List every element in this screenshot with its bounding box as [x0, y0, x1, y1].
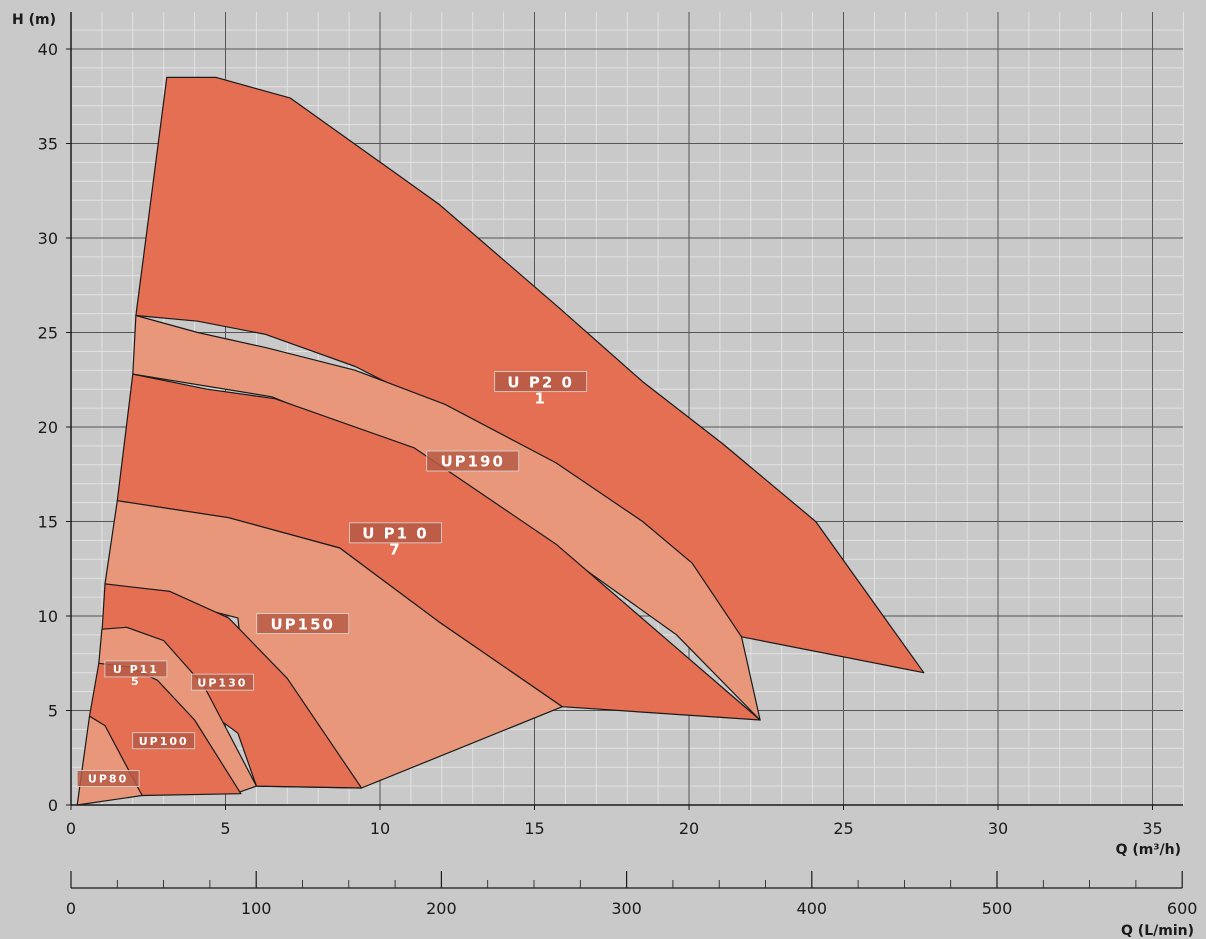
series-label: UP130	[197, 676, 247, 689]
x2-tick-label: 0	[66, 899, 76, 918]
series-label-box	[191, 673, 254, 691]
x-axis-label: Q (m³/h)	[1116, 842, 1181, 858]
y-tick-label: 35	[38, 135, 58, 154]
x2-tick-label: 200	[426, 899, 457, 918]
y-axis-label: H (m)	[12, 12, 56, 28]
x-tick-label: 30	[988, 819, 1008, 838]
series-label-box	[132, 732, 196, 750]
series-label: UP80	[88, 773, 128, 786]
series-label-box	[104, 660, 168, 678]
series-label-box	[426, 450, 520, 472]
x-tick-label: 35	[1142, 819, 1162, 838]
y-tick-label: 10	[38, 607, 58, 626]
series-label: UP150	[271, 615, 336, 633]
y-tick-label: 30	[38, 229, 58, 248]
series-label: U P1 0	[362, 525, 429, 543]
x-axis-secondary-label: Q (L/min)	[1121, 923, 1194, 939]
y-tick-label: 5	[48, 702, 58, 721]
x2-tick-label: 100	[241, 899, 272, 918]
series-label-box	[256, 613, 350, 634]
x-tick-label: 10	[370, 819, 390, 838]
series-label: UP190	[440, 453, 505, 471]
series-label: U P11	[113, 663, 159, 676]
x-tick-label: 5	[220, 819, 230, 838]
y-tick-label: 0	[48, 796, 58, 815]
y-tick-label: 25	[38, 324, 58, 343]
x-tick-label: 20	[679, 819, 699, 838]
x2-tick-label: 300	[611, 899, 642, 918]
series-label: 5	[131, 675, 141, 688]
x2-tick-label: 500	[982, 899, 1013, 918]
series-label-box	[349, 522, 442, 544]
series-label: 1	[534, 389, 546, 407]
series-label: 7	[389, 541, 401, 559]
y-tick-label: 20	[38, 418, 58, 437]
series-label: UP100	[139, 735, 189, 748]
series-label: U P2 0	[507, 373, 574, 391]
x2-tick-label: 400	[797, 899, 828, 918]
series-label-box	[76, 770, 140, 787]
series-label-box	[494, 371, 588, 393]
y-tick-label: 40	[38, 40, 58, 59]
x-tick-label: 0	[66, 819, 76, 838]
y-tick-label: 15	[38, 513, 58, 532]
x-tick-label: 15	[524, 819, 544, 838]
x2-tick-label: 600	[1167, 899, 1198, 918]
x-tick-label: 25	[833, 819, 853, 838]
